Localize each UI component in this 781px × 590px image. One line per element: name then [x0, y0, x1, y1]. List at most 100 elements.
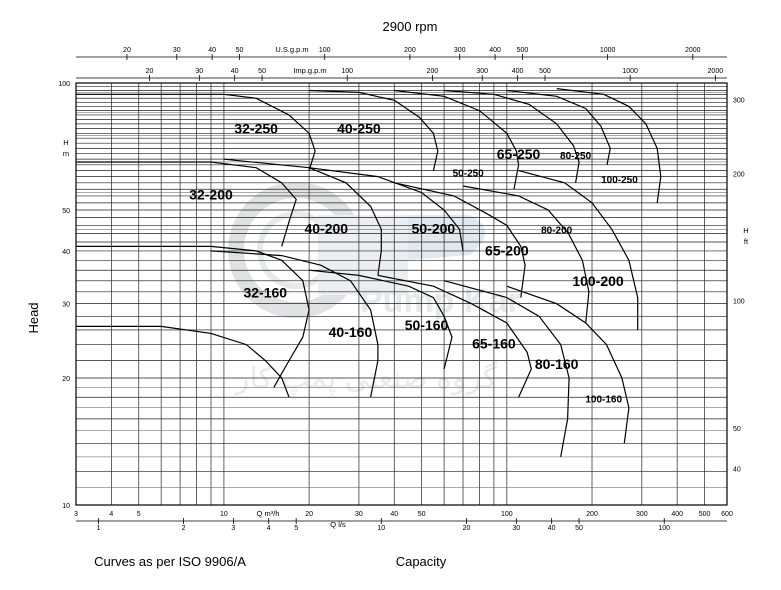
tick-label-usgpm: 20: [123, 47, 131, 54]
tick-label-ft: 40: [733, 467, 741, 474]
tick-label-impgpm: 2000: [708, 68, 724, 75]
tick-label-usgpm: 50: [236, 47, 244, 54]
curve-label-65-200: 65-200: [485, 243, 529, 259]
tick-label-m3h: 600: [721, 511, 733, 518]
tick-label-ls: 30: [512, 525, 520, 532]
curve-50-160: [309, 269, 453, 370]
tick-label-impgpm: 400: [512, 68, 524, 75]
tick-label-m3h: 20: [305, 511, 313, 518]
tick-label-m3h: 3: [74, 511, 78, 518]
curve-32-200: [76, 161, 297, 247]
tick-label-m: 100: [58, 81, 70, 88]
iso-note: Curves as per ISO 9906/A: [94, 554, 246, 569]
tick-label-m3h: 5: [137, 511, 141, 518]
tick-label-usgpm: 200: [404, 47, 416, 54]
tick-label-usgpm: 300: [454, 47, 466, 54]
tick-label-impgpm: 1000: [622, 68, 638, 75]
curve-label-50-160: 50-160: [405, 317, 449, 333]
tick-label-ls: 50: [575, 525, 583, 532]
tick-label-ls: 1: [96, 525, 100, 532]
left-unit-h: H: [63, 138, 68, 147]
tick-label-m3h: 500: [699, 511, 711, 518]
left-unit-m: m: [63, 149, 69, 158]
curve-label-100-160: 100-160: [585, 394, 622, 405]
curve-labels: 32-250 40-250 50-250 65-250 80-250 100-250 32-…: [189, 120, 638, 405]
curve-100-160: [506, 285, 630, 444]
curve-40-160: [210, 250, 379, 398]
curve-label-32-250: 32-250: [234, 120, 278, 136]
plot-frame: [75, 56, 728, 522]
curve-32-160: [76, 245, 310, 388]
tick-label-m: 30: [62, 302, 70, 309]
tick-label-m3h: 400: [671, 511, 683, 518]
tick-label-ls: 10: [377, 525, 385, 532]
plot-border: [75, 82, 728, 506]
tick-label-impgpm: 500: [539, 68, 551, 75]
watermark-persian-text: گروه صنعتی پمپ کار: [233, 361, 498, 396]
curve-80-200: [462, 185, 590, 324]
curve-32-125: [76, 325, 290, 398]
tick-label-ls: 20: [463, 525, 471, 532]
tick-label-m: 40: [62, 249, 70, 256]
tick-label-ls: 4: [267, 525, 271, 532]
tick-label-m3h: 300: [636, 511, 648, 518]
tick-label-m3h: 30: [355, 511, 363, 518]
tick-label-usgpm: 100: [319, 47, 331, 54]
chart-title: 2900 rpm: [383, 19, 438, 34]
tick-label-m: 20: [62, 376, 70, 383]
tick-label-usgpm: 500: [517, 47, 529, 54]
curve-label-65-160: 65-160: [472, 335, 516, 351]
tick-label-impgpm: 40: [231, 68, 239, 75]
right-unit-h: H: [743, 226, 748, 235]
curve-65-250: [444, 89, 580, 183]
tick-label-ft: 50: [733, 426, 741, 433]
curve-label-80-200: 80-200: [541, 225, 573, 236]
curve-40-250: [309, 89, 439, 171]
tick-label-ls: 40: [548, 525, 556, 532]
curve-label-40-250: 40-250: [337, 120, 381, 136]
tick-label-usgpm: 40: [208, 47, 216, 54]
axis-ticks: 3 4 5 10 20 30 40 50 100 200 300 400 500 600 1 2 3 4 5 10 20…: [58, 47, 744, 532]
y-axis-title: Head: [26, 302, 41, 333]
curve-label-32-160: 32-160: [243, 285, 287, 301]
tick-label-m3h: 4: [109, 511, 113, 518]
tick-label-m3h: 50: [418, 511, 426, 518]
bottom-m3h-unit: Q m³/h: [257, 509, 280, 518]
curve-100-250: [556, 88, 662, 203]
curve-50-200: [309, 167, 464, 251]
tick-label-usgpm: 1000: [600, 47, 616, 54]
tick-label-ft: 200: [733, 172, 745, 179]
tick-label-ls: 100: [658, 525, 670, 532]
curve-80-250: [506, 89, 611, 165]
curve-label-80-160: 80-160: [535, 356, 579, 372]
curve-65-200: [394, 182, 526, 298]
tick-label-ls: 2: [182, 525, 186, 532]
curve-label-40-160: 40-160: [329, 324, 373, 340]
tick-label-impgpm: 30: [195, 68, 203, 75]
curve-32-250: [76, 93, 316, 171]
curve-80-160: [443, 280, 570, 458]
tick-label-ft: 100: [733, 299, 745, 306]
tick-label-m: 10: [62, 503, 70, 510]
tick-label-impgpm: 20: [146, 68, 154, 75]
tick-label-usgpm: 2000: [685, 47, 701, 54]
curve-label-100-200: 100-200: [572, 273, 624, 289]
curve-label-100-250: 100-250: [601, 175, 638, 186]
x-axis-title: Capacity: [396, 554, 447, 569]
curve-label-50-250: 50-250: [453, 169, 485, 180]
curve-label-80-250: 80-250: [560, 151, 592, 162]
watermark-brand-text: Pump Kar: [360, 282, 521, 320]
curve-65-160: [377, 274, 532, 398]
tick-label-m3h: 200: [586, 511, 598, 518]
curve-50-250: [394, 89, 520, 190]
curve-group: [76, 88, 662, 458]
tick-label-usgpm: 400: [489, 47, 501, 54]
right-unit-ft: ft: [744, 237, 749, 246]
tick-label-m3h: 40: [390, 511, 398, 518]
tick-label-impgpm: 100: [341, 68, 353, 75]
top-impgpm-unit: Imp.g.p.m: [293, 66, 326, 75]
curve-label-40-200: 40-200: [304, 220, 348, 236]
curve-100-200: [518, 170, 639, 330]
top-usgpm-unit: U.S.g.p.m: [275, 45, 308, 54]
tick-label-ft: 300: [733, 97, 745, 104]
